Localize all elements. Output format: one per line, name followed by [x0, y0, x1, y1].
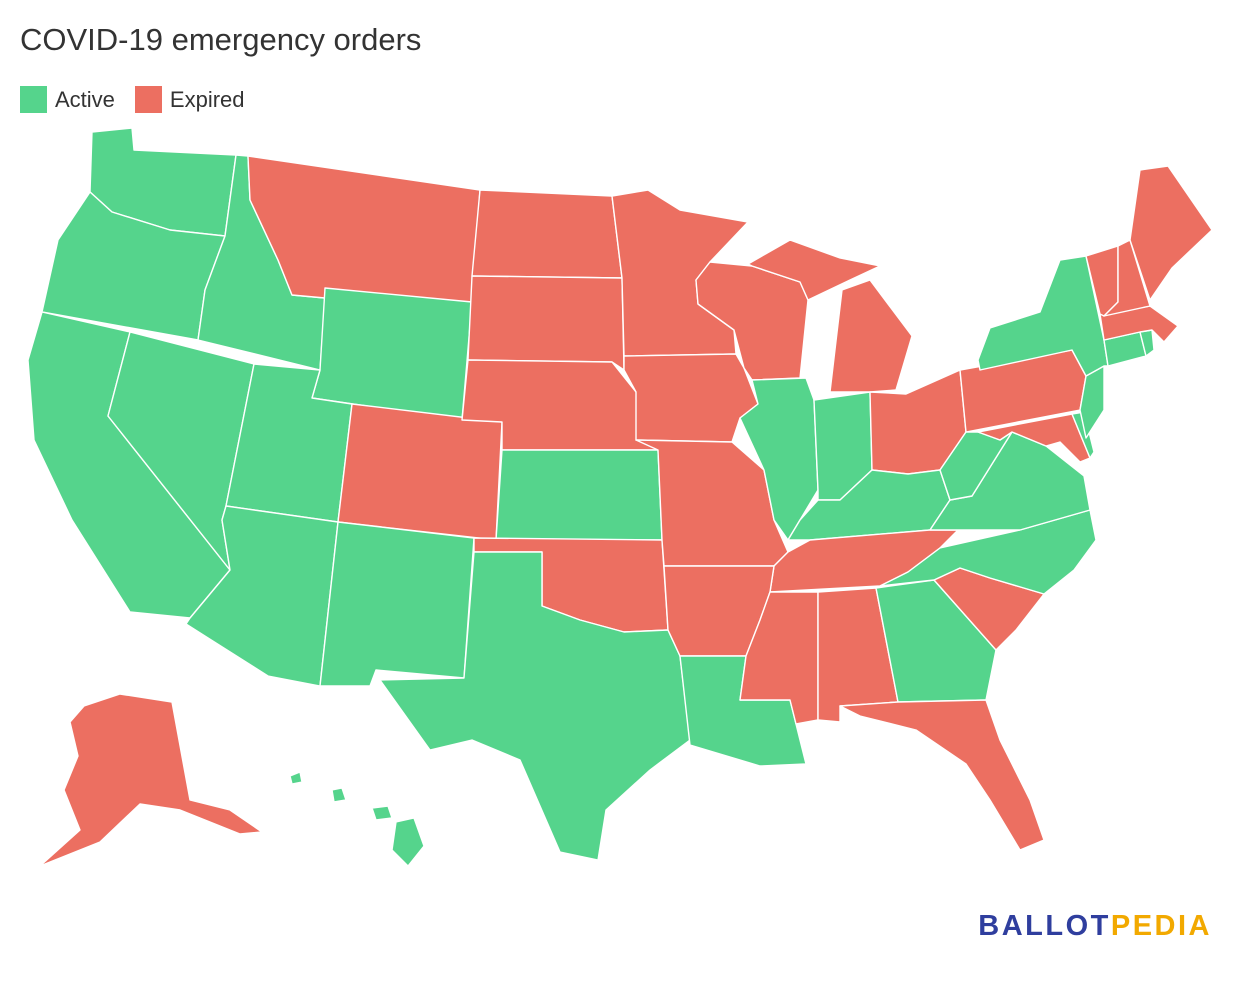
legend-swatch-expired [134, 86, 162, 113]
state-nh[interactable] [1103, 239, 1151, 317]
state-nc[interactable] [879, 509, 1097, 595]
state-sd[interactable] [467, 275, 625, 371]
legend-label-expired: Expired [169, 86, 245, 112]
state-wy[interactable] [311, 287, 473, 421]
legend-item-expired: Expired [134, 86, 245, 113]
brand-part-1: BALLOT [978, 910, 1111, 942]
legend-swatch-active [20, 86, 47, 113]
ballotpedia-logo: BALLOTPEDIA [978, 910, 1212, 943]
legend-item-active: Active [20, 86, 115, 113]
legend: Active Expired [20, 86, 245, 113]
state-nm[interactable] [319, 521, 475, 687]
state-ak[interactable] [39, 693, 263, 867]
brand-part-2: PEDIA [1110, 910, 1212, 942]
state-ma[interactable] [1099, 305, 1179, 343]
state-me[interactable] [1129, 165, 1213, 301]
legend-label-active: Active [55, 86, 115, 112]
state-tn[interactable] [769, 529, 959, 593]
state-tx[interactable] [379, 551, 691, 861]
map-title: COVID-19 emergency orders [20, 22, 422, 57]
state-hi[interactable] [289, 771, 425, 867]
state-ia[interactable] [623, 353, 759, 443]
state-co[interactable] [337, 403, 503, 541]
state-fl[interactable] [839, 699, 1045, 851]
state-nd[interactable] [471, 189, 623, 279]
state-ks[interactable] [495, 449, 663, 541]
